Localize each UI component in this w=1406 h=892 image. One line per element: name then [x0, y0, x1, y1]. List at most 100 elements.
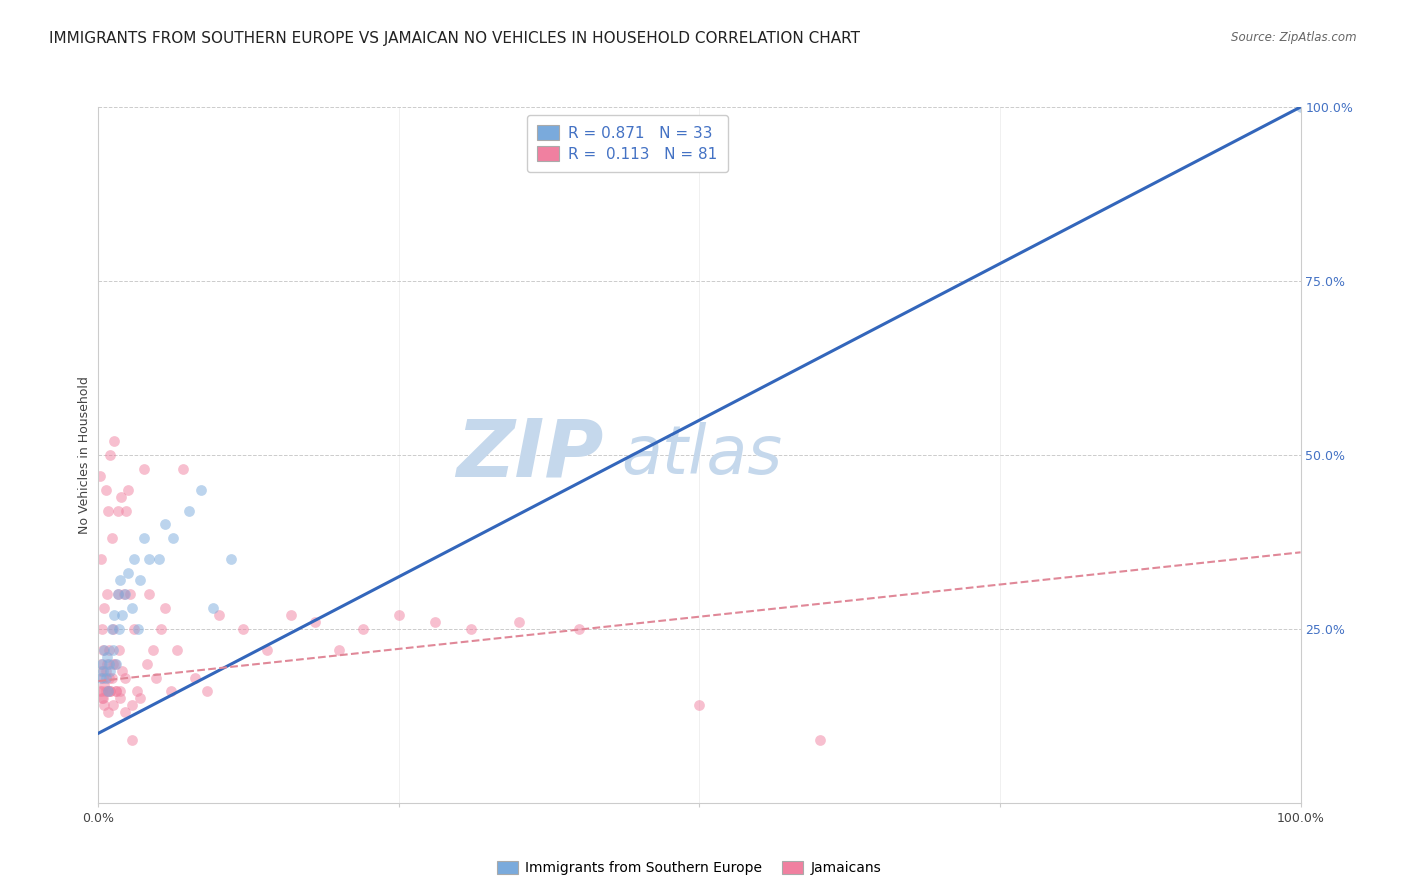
Point	[89, 684, 111, 698]
Point	[108, 684, 131, 698]
Point	[107, 503, 129, 517]
Point	[90, 671, 112, 685]
Point	[232, 622, 254, 636]
Point	[201, 601, 224, 615]
Point	[91, 664, 114, 678]
Text: atlas: atlas	[621, 422, 783, 488]
Point	[97, 684, 120, 698]
Point	[568, 622, 591, 636]
Point	[138, 552, 160, 566]
Point	[101, 698, 124, 713]
Point	[107, 587, 129, 601]
Point	[195, 684, 218, 698]
Point	[93, 677, 115, 691]
Point	[91, 691, 114, 706]
Point	[108, 622, 131, 636]
Point	[148, 552, 170, 566]
Point	[162, 532, 184, 546]
Point	[96, 649, 118, 664]
Point	[91, 671, 114, 685]
Point	[280, 607, 302, 622]
Point	[112, 587, 135, 601]
Point	[100, 671, 122, 685]
Point	[100, 664, 122, 678]
Point	[93, 601, 115, 615]
Point	[101, 657, 124, 671]
Point	[94, 664, 117, 678]
Point	[118, 587, 141, 601]
Point	[89, 468, 111, 483]
Point	[90, 664, 112, 678]
Point	[100, 684, 122, 698]
Point	[103, 434, 125, 448]
Point	[114, 587, 136, 601]
Point	[111, 664, 134, 678]
Point	[107, 587, 129, 601]
Point	[94, 483, 117, 497]
Legend: Immigrants from Southern Europe, Jamaicans: Immigrants from Southern Europe, Jamaica…	[491, 855, 887, 880]
Text: Source: ZipAtlas.com: Source: ZipAtlas.com	[1232, 31, 1357, 45]
Point	[124, 622, 146, 636]
Point	[114, 706, 136, 720]
Point	[125, 684, 148, 698]
Point	[96, 657, 118, 671]
Point	[159, 684, 181, 698]
Point	[135, 657, 157, 671]
Point	[94, 684, 117, 698]
Point	[91, 622, 114, 636]
Point	[166, 642, 188, 657]
Text: ZIP: ZIP	[456, 416, 603, 494]
Point	[97, 706, 120, 720]
Point	[111, 607, 134, 622]
Y-axis label: No Vehicles in Household: No Vehicles in Household	[79, 376, 91, 533]
Point	[1289, 100, 1312, 114]
Point	[129, 691, 152, 706]
Legend: R = 0.871   N = 33, R =  0.113   N = 81: R = 0.871 N = 33, R = 0.113 N = 81	[527, 115, 728, 172]
Point	[91, 684, 114, 698]
Point	[103, 607, 125, 622]
Point	[104, 657, 127, 671]
Point	[97, 684, 120, 698]
Point	[108, 642, 131, 657]
Point	[93, 642, 115, 657]
Point	[141, 642, 163, 657]
Point	[256, 642, 278, 657]
Point	[108, 691, 131, 706]
Point	[149, 622, 172, 636]
Point	[101, 622, 124, 636]
Point	[105, 684, 128, 698]
Point	[127, 622, 149, 636]
Text: IMMIGRANTS FROM SOUTHERN EUROPE VS JAMAICAN NO VEHICLES IN HOUSEHOLD CORRELATION: IMMIGRANTS FROM SOUTHERN EUROPE VS JAMAI…	[49, 31, 860, 46]
Point	[121, 698, 143, 713]
Point	[508, 615, 530, 629]
Point	[98, 671, 121, 685]
Point	[132, 462, 155, 476]
Point	[117, 566, 139, 581]
Point	[114, 671, 136, 685]
Point	[90, 552, 112, 566]
Point	[177, 503, 200, 517]
Point	[117, 483, 139, 497]
Point	[153, 601, 176, 615]
Point	[352, 622, 374, 636]
Point	[96, 587, 118, 601]
Point	[304, 615, 326, 629]
Point	[208, 607, 231, 622]
Point	[93, 698, 115, 713]
Point	[423, 615, 446, 629]
Point	[328, 642, 350, 657]
Point	[153, 517, 176, 532]
Point	[98, 657, 121, 671]
Point	[172, 462, 194, 476]
Point	[90, 657, 112, 671]
Point	[138, 587, 160, 601]
Point	[94, 671, 117, 685]
Point	[121, 601, 143, 615]
Point	[101, 642, 124, 657]
Point	[108, 573, 131, 587]
Point	[808, 733, 831, 747]
Point	[110, 490, 132, 504]
Point	[100, 684, 122, 698]
Point	[124, 552, 146, 566]
Point	[219, 552, 242, 566]
